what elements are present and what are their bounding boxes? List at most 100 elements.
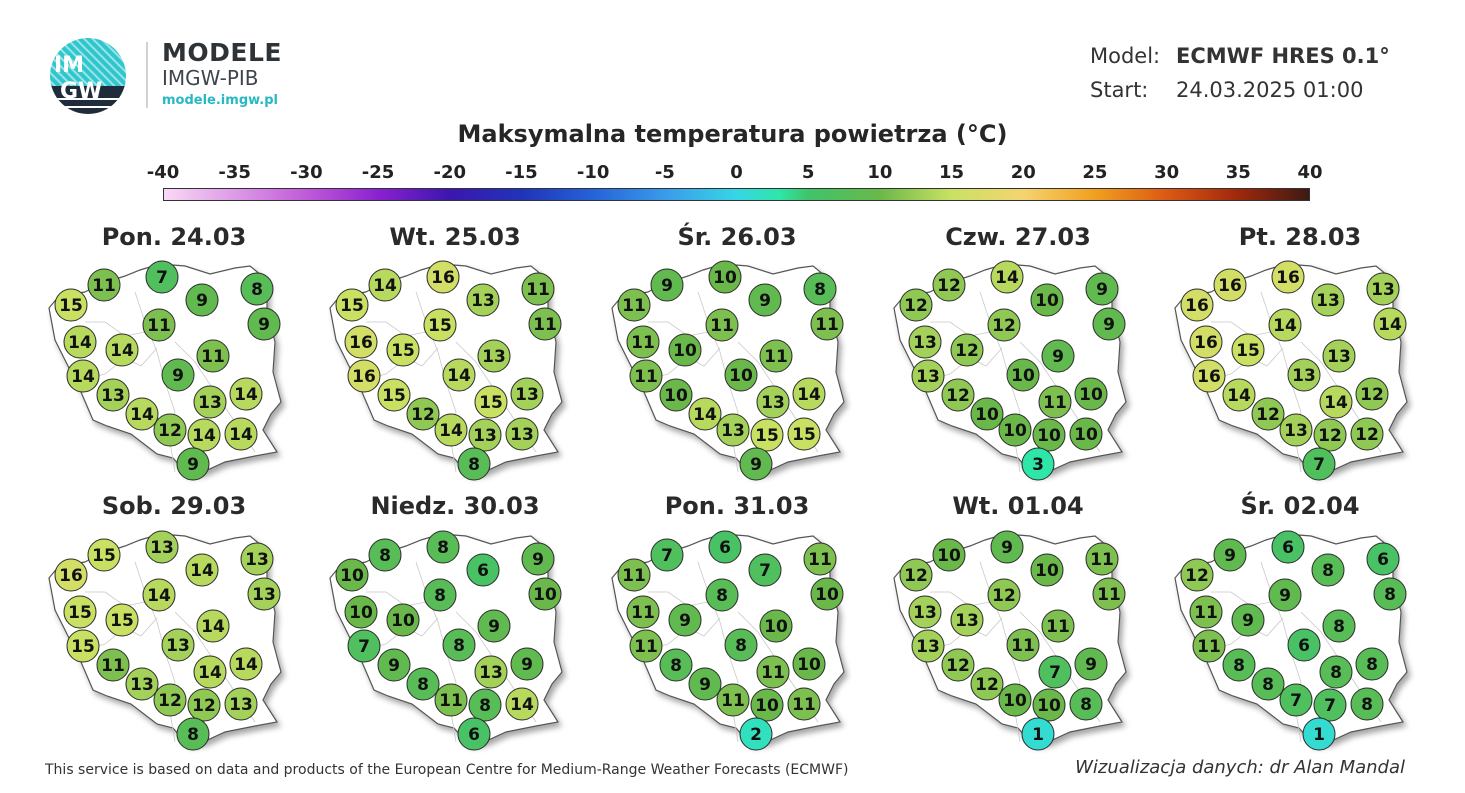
temperature-marker — [1322, 339, 1356, 373]
temperature-value: 7 — [1313, 455, 1325, 475]
temperature-marker — [1213, 538, 1247, 572]
temperature-value: 9 — [1242, 611, 1254, 631]
temperature-value: 13 — [471, 291, 495, 311]
temperature-value: 15 — [68, 603, 92, 623]
temperature-marker — [708, 260, 742, 294]
day-title: Czw. 27.03 — [945, 223, 1091, 251]
temperature-marker — [466, 553, 500, 587]
temperature-marker — [908, 325, 942, 359]
temperature-marker — [1271, 530, 1305, 564]
region-border — [85, 591, 146, 607]
temperature-value: 14 — [510, 695, 534, 715]
temperature-value: 13 — [721, 421, 745, 441]
temperature-value: 9 — [521, 655, 533, 675]
temperature-marker — [347, 629, 381, 663]
colorbar-tick: -30 — [290, 162, 323, 183]
temperature-marker — [748, 283, 782, 317]
temperature-value: 10 — [1035, 291, 1059, 311]
temperature-marker — [1032, 688, 1066, 722]
temperature-marker — [474, 385, 508, 419]
temperature-value: 12 — [158, 691, 182, 711]
temperature-marker — [423, 308, 457, 342]
temperature-marker — [521, 272, 555, 306]
temperature-value: 12 — [1360, 385, 1384, 405]
temperature-value: 10 — [797, 655, 821, 675]
temperature-marker — [224, 687, 258, 721]
temperature-value: 13 — [515, 385, 539, 405]
temperature-marker — [196, 339, 230, 373]
temperature-value: 10 — [1037, 426, 1061, 446]
temperature-marker — [1319, 385, 1353, 419]
temperature-marker — [1092, 307, 1126, 341]
temperature-value: 11 — [1194, 603, 1218, 623]
temperature-marker — [1074, 377, 1108, 411]
temperature-marker — [1006, 358, 1040, 392]
temperature-marker — [1302, 447, 1336, 481]
temperature-marker — [626, 595, 660, 629]
temperature-value: 11 — [1046, 617, 1070, 637]
temperature-marker — [1355, 647, 1389, 681]
temperature-marker — [63, 595, 97, 629]
temperature-value: 8 — [1233, 656, 1245, 676]
temperature-value: 14 — [190, 561, 214, 581]
temperature-marker — [1373, 307, 1407, 341]
temperature-value: 10 — [729, 366, 753, 386]
temperature-value: 12 — [1185, 566, 1209, 586]
temperature-value: 10 — [1003, 691, 1027, 711]
temperature-value: 12 — [1256, 405, 1280, 425]
temperature-value: 11 — [721, 691, 745, 711]
model-label: Model: — [1090, 44, 1161, 68]
temperature-value: 12 — [937, 276, 961, 296]
temperature-value: 9 — [258, 315, 270, 335]
region-border — [85, 321, 146, 337]
temperature-marker — [1038, 385, 1072, 419]
temperature-value: 14 — [71, 367, 95, 387]
temperature-value: 12 — [1355, 425, 1379, 445]
temperature-value: 11 — [1197, 637, 1221, 657]
temperature-marker — [1322, 609, 1356, 643]
temperature-value: 6 — [468, 725, 480, 745]
temperature-marker — [434, 413, 468, 447]
temperature-marker — [1287, 358, 1321, 392]
colorbar-tick: 20 — [1010, 162, 1036, 183]
brand-url-link[interactable]: modele.imgw.pl — [162, 93, 278, 108]
temperature-marker — [474, 655, 508, 689]
temperature-marker — [229, 377, 263, 411]
temperature-value: 15 — [479, 393, 503, 413]
temperature-marker — [899, 288, 933, 322]
temperature-value: 13 — [1327, 347, 1351, 367]
temperature-value: 8 — [453, 636, 465, 656]
temperature-marker — [998, 413, 1032, 447]
temperature-value: 11 — [147, 316, 171, 336]
temperature-value: 7 — [661, 546, 673, 566]
temperature-marker — [668, 333, 702, 367]
temperature-marker — [240, 542, 274, 576]
temperature-value: 13 — [252, 585, 276, 605]
temperature-value: 9 — [172, 366, 184, 386]
temperature-marker — [629, 359, 663, 393]
temperature-marker — [105, 333, 139, 367]
temperature-value: 13 — [473, 426, 497, 446]
temperature-marker — [650, 538, 684, 572]
temperature-value: 9 — [1279, 586, 1291, 606]
start-info-row: Start: 24.03.2025 01:00 — [1090, 78, 1363, 102]
colorbar-tick: 10 — [867, 162, 893, 183]
temperature-value: 9 — [532, 550, 544, 570]
temperature-marker — [617, 558, 651, 592]
temperature-value: 10 — [673, 341, 697, 361]
day-title: Pon. 31.03 — [665, 492, 810, 520]
temperature-value: 10 — [1035, 561, 1059, 581]
temperature-value: 14 — [130, 405, 154, 425]
temperature-marker — [739, 717, 773, 751]
temperature-marker — [1192, 629, 1226, 663]
temperature-marker — [54, 558, 88, 592]
temperature-value: 11 — [710, 316, 734, 336]
temperature-value: 10 — [664, 386, 688, 406]
temperature-marker — [792, 647, 826, 681]
temperature-marker — [1302, 717, 1336, 751]
temperature-value: 8 — [1333, 617, 1345, 637]
